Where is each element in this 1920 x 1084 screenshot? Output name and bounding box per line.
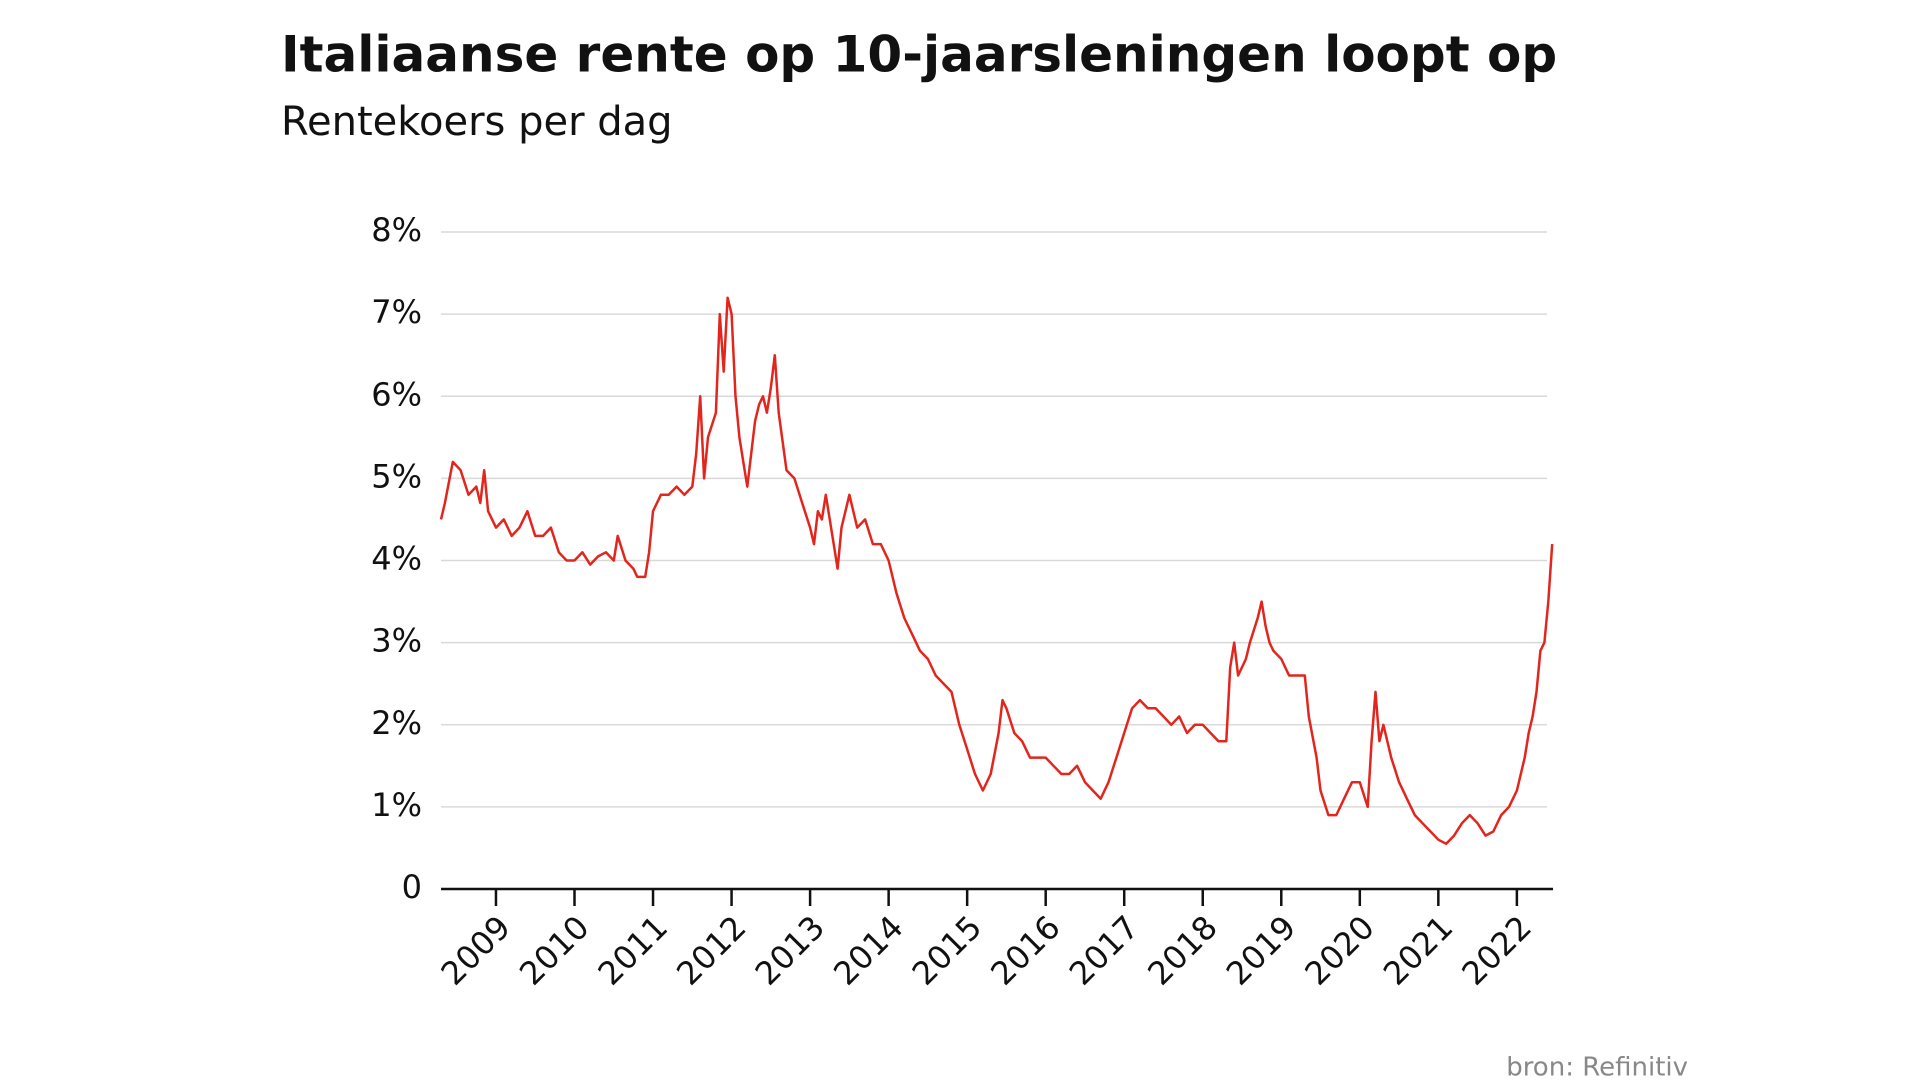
x-tick-label: 2011 [591, 908, 675, 992]
y-tick-label: 7% [371, 293, 422, 331]
y-tick-label: 4% [371, 540, 422, 578]
chart-title: Italiaanse rente op 10-jaarsleningen loo… [281, 26, 1557, 84]
y-tick-label: 5% [371, 457, 422, 495]
source-note: bron: Refinitiv [1506, 1053, 1688, 1081]
y-tick-label: 1% [371, 786, 422, 824]
x-tick-label: 2020 [1297, 908, 1381, 992]
y-tick-label: 0 [402, 868, 422, 906]
x-tick-label: 2021 [1376, 908, 1460, 992]
x-tick-label: 2013 [748, 908, 832, 992]
x-tick-label: 2019 [1219, 908, 1303, 992]
x-tick-label: 2010 [512, 908, 596, 992]
y-tick-label: 3% [371, 622, 422, 660]
x-tick-label: 2017 [1062, 908, 1146, 992]
x-tick-label: 2022 [1454, 908, 1538, 992]
x-tick-label: 2016 [983, 908, 1067, 992]
y-tick-label: 8% [371, 211, 422, 249]
x-tick-label: 2015 [905, 908, 989, 992]
x-tick-label: 2009 [434, 908, 518, 992]
chart-subtitle: Rentekoers per dag [281, 99, 673, 145]
y-tick-label: 2% [371, 704, 422, 742]
x-tick-label: 2018 [1140, 908, 1224, 992]
x-tick-label: 2014 [826, 908, 910, 992]
x-tick-label: 2012 [669, 908, 753, 992]
y-tick-label: 6% [371, 375, 422, 413]
rate-line [439, 296, 1554, 846]
